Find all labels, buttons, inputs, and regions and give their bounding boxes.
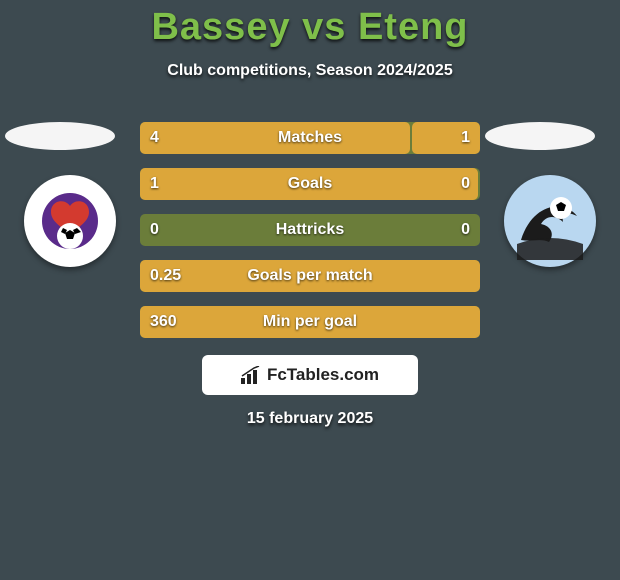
brand-badge: FcTables.com <box>202 355 418 395</box>
stat-label: Hattricks <box>0 214 620 246</box>
stat-label: Matches <box>0 122 620 154</box>
bars-icon <box>241 366 263 384</box>
stat-value-right: 1 <box>461 122 470 154</box>
stat-value-right: 0 <box>461 214 470 246</box>
stat-label: Goals <box>0 168 620 200</box>
stat-label: Min per goal <box>0 306 620 338</box>
page-title: Bassey vs Eteng <box>0 6 620 49</box>
brand-text: FcTables.com <box>267 365 379 385</box>
comparison-infographic: Bassey vs Eteng Club competitions, Seaso… <box>0 0 620 580</box>
stat-value-right: 0 <box>461 168 470 200</box>
stat-label: Goals per match <box>0 260 620 292</box>
date-text: 15 february 2025 <box>0 410 620 428</box>
subtitle: Club competitions, Season 2024/2025 <box>0 62 620 80</box>
